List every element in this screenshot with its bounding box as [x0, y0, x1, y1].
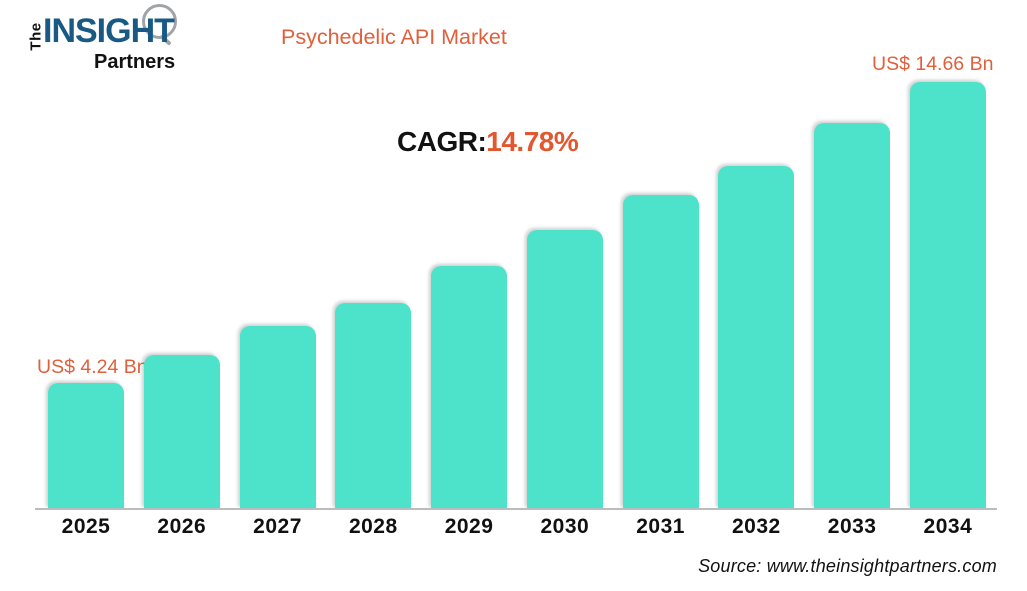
- last-bar-value-label: US$ 14.66 Bn: [872, 53, 994, 75]
- bar-2034: [909, 82, 986, 509]
- x-axis-ticks: 2025 2026 2027 2028 2029 2030 2031 2032 2033 2034: [48, 515, 986, 539]
- x-tick-2032: 2032: [732, 515, 781, 538]
- page-title: Psychedelic API Market: [281, 25, 507, 49]
- x-tick-2034: 2034: [923, 515, 973, 538]
- bar-2025: [48, 383, 124, 509]
- logo-partners-text: Partners: [94, 51, 176, 73]
- cagr-annotation: CAGR:14.78%: [397, 126, 579, 158]
- bar-2029: [431, 266, 508, 509]
- cagr-value: 14.78%: [486, 126, 579, 157]
- bar-2026: [143, 355, 220, 509]
- x-axis-line: [35, 508, 997, 510]
- x-tick-2026: 2026: [157, 515, 207, 538]
- x-tick-2033: 2033: [827, 515, 877, 538]
- x-tick-2030: 2030: [540, 515, 590, 538]
- x-tick-2025: 2025: [61, 515, 111, 538]
- first-bar-value-label: US$ 4.24 Bn: [37, 356, 148, 378]
- source-credit: Source: www.theinsightpartners.com: [698, 556, 997, 576]
- x-tick-2027: 2027: [253, 515, 302, 538]
- x-tick-2031: 2031: [636, 515, 685, 538]
- bar-2027: [239, 326, 316, 509]
- brand-logo: The INSIGHT Partners: [26, 4, 191, 82]
- x-tick-2029: 2029: [444, 515, 494, 538]
- bar-2028: [335, 303, 412, 509]
- bar-series: [48, 82, 986, 509]
- bar-2030: [526, 230, 603, 509]
- x-tick-2028: 2028: [348, 515, 398, 538]
- logo-insight-text: INSIGHT: [43, 12, 175, 50]
- bar-2032: [718, 166, 795, 509]
- bar-2031: [622, 195, 699, 509]
- bar-2033: [814, 123, 891, 509]
- cagr-label: CAGR:: [397, 126, 487, 157]
